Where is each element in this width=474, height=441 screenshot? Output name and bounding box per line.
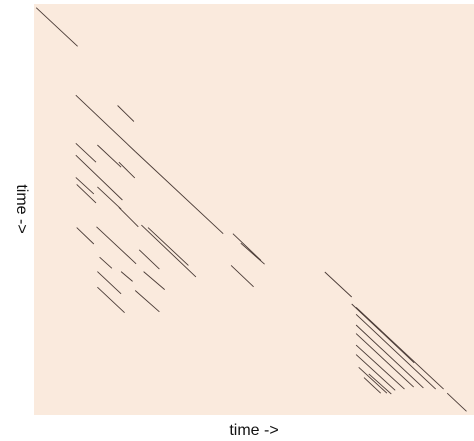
recurrence-segment-32 [355,333,415,388]
recurrence-segment-1 [75,94,136,152]
recurrence-segment-33 [355,344,405,390]
recurrence-segment-28 [230,265,254,288]
recurrence-segment-35 [358,366,388,394]
recurrence-segment-0 [35,7,78,47]
recurrence-segment-7 [446,392,467,412]
recurrence-segment-27 [143,271,165,290]
recurrence-segment-34 [355,354,396,391]
recurrence-segment-25 [120,271,133,282]
recurrence-segment-8 [117,105,135,122]
recurrence-segment-16 [138,249,160,270]
recurrence-segment-26 [99,256,113,269]
x-axis-label: time -> [229,422,278,439]
recurrence-segment-17 [118,207,139,228]
recurrence-segment-36 [363,377,382,394]
recurrence-segment-14 [147,227,189,266]
recurrence-segment-31 [355,324,424,389]
recurrence-segment-9 [75,142,97,163]
recurrence-segment-23 [75,177,95,195]
recurrence-segment-21 [141,224,197,278]
recurrence-segment-12 [97,186,122,210]
recurrence-segment-18 [97,271,122,295]
recurrence-segment-37 [368,373,392,395]
recurrence-segment-20 [97,286,125,314]
recurrence-segment-22 [75,154,123,201]
recurrence-segment-19 [134,290,160,313]
recurrence-segment-6 [351,303,415,364]
recurrence-segment-15 [96,226,137,265]
recurrence-segment-29 [355,306,444,390]
recurrence-segment-30 [355,313,437,390]
recurrence-segment-11 [76,184,97,204]
segments-group [35,7,467,412]
recurrence-segment-5 [324,271,353,298]
recurrence-segment-13 [118,161,136,179]
recurrence-segment-3 [232,233,262,261]
recurrence-segment-4 [240,242,265,265]
plot-area [34,4,474,415]
recurrence-segment-10 [97,144,122,168]
recurrence-segment-2 [134,151,224,235]
y-axis-label: time -> [13,184,30,233]
recurrence-segment-24 [76,227,95,245]
